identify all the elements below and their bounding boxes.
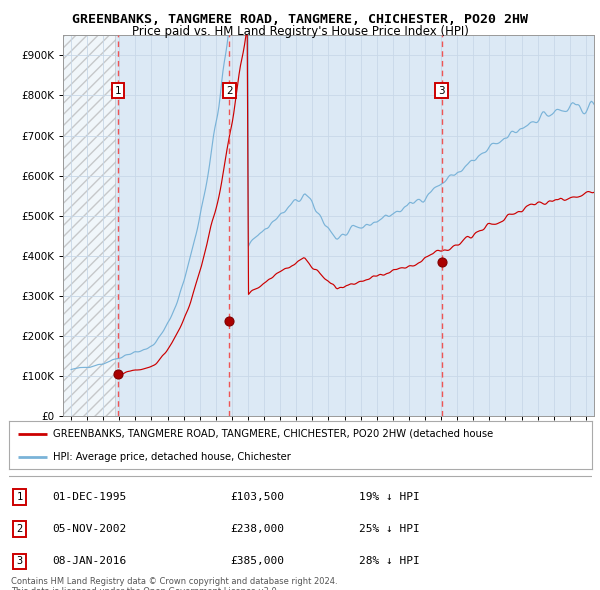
Text: GREENBANKS, TANGMERE ROAD, TANGMERE, CHICHESTER, PO20 2HW: GREENBANKS, TANGMERE ROAD, TANGMERE, CHI…: [72, 13, 528, 26]
Text: 28% ↓ HPI: 28% ↓ HPI: [359, 556, 419, 566]
Text: Contains HM Land Registry data © Crown copyright and database right 2024.
This d: Contains HM Land Registry data © Crown c…: [11, 577, 337, 590]
Text: 25% ↓ HPI: 25% ↓ HPI: [359, 525, 419, 535]
Text: 2: 2: [226, 86, 233, 96]
Text: 2: 2: [16, 525, 23, 535]
Text: HPI: Average price, detached house, Chichester: HPI: Average price, detached house, Chic…: [53, 452, 290, 462]
Text: 3: 3: [16, 556, 23, 566]
Text: 08-JAN-2016: 08-JAN-2016: [53, 556, 127, 566]
Text: 3: 3: [439, 86, 445, 96]
Bar: [63, 35, 115, 416]
Text: £103,500: £103,500: [230, 492, 284, 502]
Text: Price paid vs. HM Land Registry's House Price Index (HPI): Price paid vs. HM Land Registry's House …: [131, 25, 469, 38]
Text: GREENBANKS, TANGMERE ROAD, TANGMERE, CHICHESTER, PO20 2HW (detached house: GREENBANKS, TANGMERE ROAD, TANGMERE, CHI…: [53, 429, 493, 439]
Text: £385,000: £385,000: [230, 556, 284, 566]
Text: 1: 1: [16, 492, 23, 502]
Text: 05-NOV-2002: 05-NOV-2002: [53, 525, 127, 535]
Text: 19% ↓ HPI: 19% ↓ HPI: [359, 492, 419, 502]
Text: 1: 1: [115, 86, 121, 96]
Text: 01-DEC-1995: 01-DEC-1995: [53, 492, 127, 502]
Text: £238,000: £238,000: [230, 525, 284, 535]
